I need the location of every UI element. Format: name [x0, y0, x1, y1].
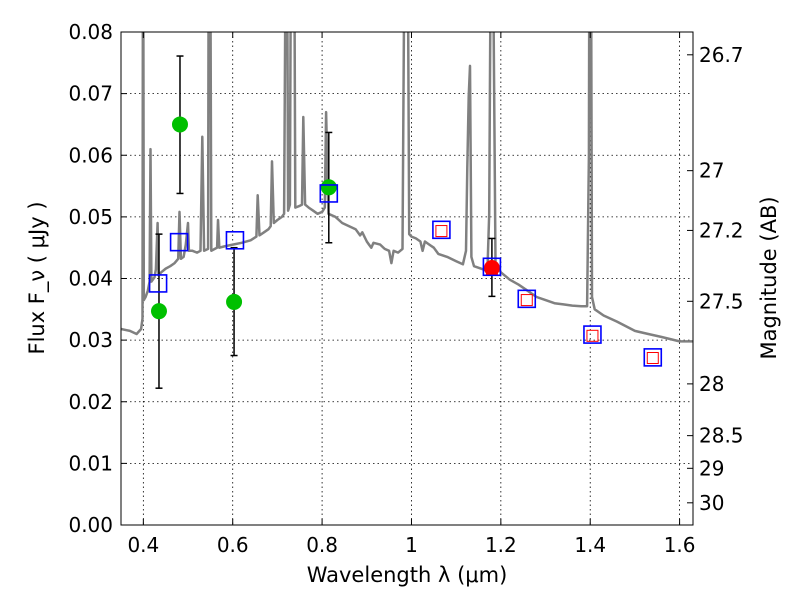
red-model-box [485, 262, 498, 275]
x-axis-label: Wavelength λ (μm) [307, 563, 508, 587]
green-data-point [171, 116, 188, 133]
y-tick-label: 0.01 [68, 451, 113, 475]
red-model-box [646, 351, 659, 364]
blue-model-box [225, 230, 245, 250]
marker-layer [148, 116, 663, 367]
y2-tick-label: 26.7 [699, 43, 744, 67]
x-tick-label: 0.8 [306, 533, 338, 557]
blue-model-box [482, 257, 502, 277]
grid-lines [121, 31, 693, 526]
y2-tick-label: 27.5 [699, 289, 744, 313]
green-data-point [320, 179, 337, 196]
y-tick-label: 0.06 [68, 143, 113, 167]
y2-tick-label: 30 [699, 491, 724, 515]
x-tick-label: 1 [405, 533, 418, 557]
green-data-point [150, 303, 167, 320]
red-model-box [435, 225, 448, 238]
x-tick-label: 1.6 [664, 533, 696, 557]
blue-model-box [643, 348, 663, 367]
y2-tick-label: 28.5 [699, 424, 744, 448]
spectrum-line [121, 32, 693, 343]
y-tick-label: 0.00 [68, 513, 113, 537]
blue-model-box [319, 184, 339, 203]
y-tick-label: 0.08 [68, 20, 113, 44]
y2-tick-label: 29 [699, 456, 724, 480]
x-tick-label: 1.2 [485, 533, 517, 557]
y2-tick-label: 28 [699, 372, 724, 396]
blue-model-box [583, 325, 602, 344]
y-tick-label: 0.02 [68, 390, 113, 414]
y-axis-label: Flux F_ν ( μJy ) [25, 201, 50, 354]
y2-tick-label: 27.2 [699, 218, 744, 242]
red-model-box [586, 329, 599, 342]
x-tick-label: 0.4 [127, 533, 159, 557]
y2-axis-label: Magnitude (AB) [757, 196, 781, 359]
red-model-box [520, 294, 533, 307]
blue-model-box [148, 274, 168, 293]
blue-model-box [432, 220, 451, 240]
y-tick-label: 0.04 [68, 267, 113, 291]
blue-model-box [169, 232, 189, 252]
y-tick-label: 0.03 [68, 328, 113, 352]
x-axis-ticks: 0.4 0.6 0.8 1 1.2 1.4 1.6 [127, 32, 696, 557]
spectrum-layer [121, 32, 693, 343]
y-tick-label: 0.07 [68, 82, 113, 106]
green-data-point [226, 293, 243, 310]
x-tick-label: 1.4 [574, 533, 606, 557]
red-data-point [483, 260, 500, 277]
x-tick-label: 0.6 [217, 533, 249, 557]
y-axis-ticks: 0.00 0.01 0.02 0.03 0.04 0.05 0.06 0.07 0.08 [68, 20, 127, 537]
y2-tick-label: 27 [699, 159, 724, 183]
y2-axis-ticks: 26.7 27 27.2 27.5 28 28.5 29 30 [687, 43, 744, 515]
y-tick-label: 0.05 [68, 205, 113, 229]
blue-model-box [517, 289, 537, 309]
